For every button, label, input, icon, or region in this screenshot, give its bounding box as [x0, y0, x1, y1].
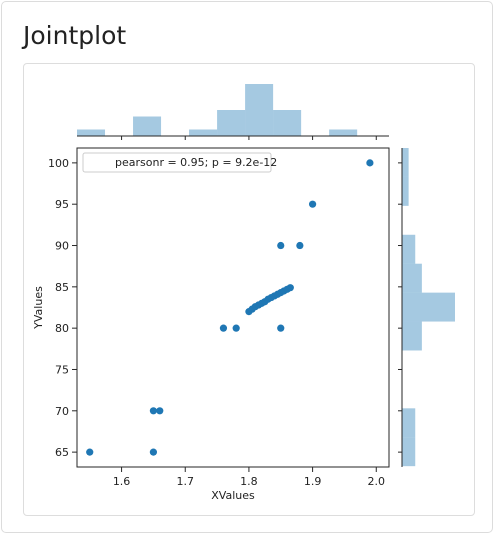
- scatter-points: [86, 159, 374, 456]
- x-axis-label: XValues: [211, 489, 255, 502]
- scatter-point: [149, 448, 158, 456]
- scatter-point: [277, 324, 285, 332]
- y-tick-label: 70: [55, 405, 69, 418]
- scatter-point: [308, 200, 317, 208]
- x-tick-label: 1.8: [240, 475, 258, 488]
- marginal-x-bar: [217, 110, 246, 136]
- page-title: Jointplot: [23, 21, 127, 50]
- scatter-point: [86, 448, 94, 456]
- y-tick-label: 100: [48, 157, 69, 170]
- marginal-x-bar: [189, 129, 218, 136]
- marginal-y-bar: [402, 263, 422, 293]
- marginal-y-bar: [402, 292, 455, 322]
- marginal-y-bar: [402, 148, 409, 177]
- marginal-y-bar: [402, 176, 409, 206]
- marginal-y-bar: [402, 437, 416, 467]
- marginal-x-bar: [273, 110, 302, 136]
- legend: pearsonr = 0.95; p = 9.2e-12: [82, 152, 277, 173]
- marginal-x-bar: [133, 116, 162, 136]
- y-tick-label: 75: [55, 363, 69, 376]
- joint-axes-frame: [76, 147, 390, 468]
- marginal-y-bar: [402, 408, 416, 438]
- chart-card: 1.6 1.7 1.8 1.9 2.0 65 70 75 80 85 90 95 100 pearson…: [23, 63, 475, 516]
- marginal-x-bar: [77, 129, 106, 136]
- marginal-y-histogram: [398, 148, 455, 467]
- y-tick-label: 85: [55, 281, 69, 294]
- y-tick-label: 90: [55, 240, 69, 253]
- marginal-x-histogram: [77, 84, 389, 140]
- y-axis-label: YValues: [32, 286, 45, 330]
- legend-text: pearsonr = 0.95; p = 9.2e-12: [115, 156, 277, 169]
- y-tick-label: 95: [55, 198, 69, 211]
- legend-box: [82, 152, 272, 173]
- x-tick-label: 1.7: [176, 475, 194, 488]
- scatter-point: [219, 324, 228, 332]
- scatter-point: [296, 241, 304, 250]
- scatter-point: [277, 241, 285, 250]
- jointplot-figure: 1.6 1.7 1.8 1.9 2.0 65 70 75 80 85 90 95 100 pearson…: [32, 84, 455, 502]
- x-tick-label: 2.0: [368, 475, 386, 488]
- scatter-point: [366, 159, 374, 167]
- scatter-point: [149, 407, 158, 415]
- marginal-x-bar: [245, 84, 274, 136]
- marginal-y-bar: [402, 321, 422, 351]
- y-tick-label: 65: [55, 446, 69, 459]
- marginal-x-bar: [329, 129, 358, 136]
- scatter-point: [286, 284, 294, 292]
- marginal-y-bar: [402, 234, 416, 264]
- y-tick-label: 80: [55, 322, 69, 335]
- x-tick-label: 1.9: [304, 475, 322, 488]
- joint-axes: 1.6 1.7 1.8 1.9 2.0 65 70 75 80 85 90 95 100: [48, 147, 390, 488]
- x-tick-label: 1.6: [113, 475, 131, 488]
- scatter-point: [232, 324, 240, 332]
- scatter-point: [156, 407, 164, 415]
